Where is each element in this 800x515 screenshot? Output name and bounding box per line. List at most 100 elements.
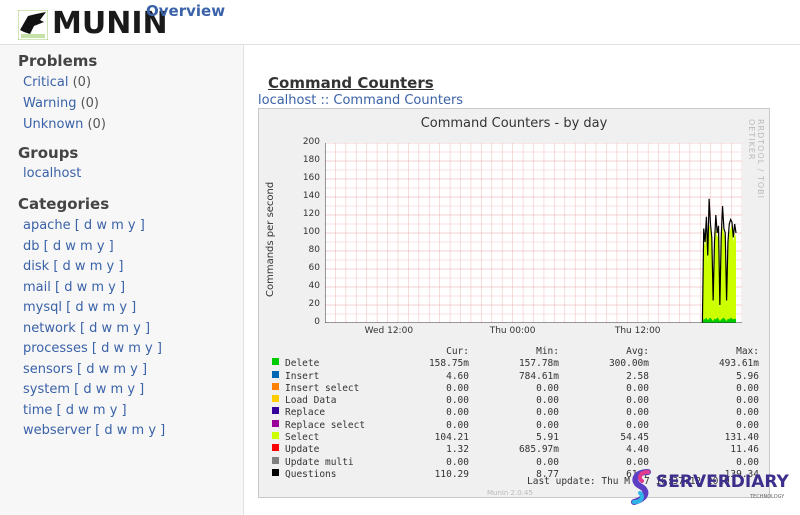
period-link-w[interactable]: w <box>76 279 92 295</box>
period-link-m[interactable]: m <box>80 238 97 254</box>
legend-value-min: 0.00 <box>536 407 559 419</box>
bracket-open: [ <box>53 259 63 274</box>
problem-critical[interactable]: Critical (0) <box>23 75 91 90</box>
period-link-d[interactable]: d <box>75 300 88 315</box>
period-link-y[interactable]: y <box>119 300 132 315</box>
legend-value-cur: 1.32 <box>446 444 469 456</box>
problem-label[interactable]: Unknown <box>23 117 88 132</box>
legend-value-cur: 0.00 <box>446 419 469 431</box>
period-link-d[interactable]: d <box>86 361 99 377</box>
period-link-m[interactable]: m <box>110 382 128 397</box>
graph-image[interactable]: Command Counters - by day RRDTOOL / TOBI… <box>258 108 770 498</box>
category-link[interactable]: time <box>23 402 57 418</box>
period-link-d[interactable]: d <box>64 279 77 295</box>
period-link-y[interactable]: y <box>106 259 119 274</box>
category-link[interactable]: network <box>23 320 80 336</box>
period-link-d[interactable]: d <box>62 259 75 274</box>
breadcrumb-separator: :: <box>316 93 334 108</box>
category-link[interactable]: mail <box>23 279 55 295</box>
bracket-open: [ <box>74 218 84 233</box>
legend-series-name: Update multi <box>285 456 354 468</box>
legend-series-name: Insert <box>285 370 320 382</box>
category-link[interactable]: apache <box>23 218 75 233</box>
bracket-open: [ <box>74 382 84 397</box>
category-link[interactable]: mysql <box>23 300 67 315</box>
bracket-close: ] <box>131 300 137 315</box>
period-link-m[interactable]: m <box>131 423 149 438</box>
period-link-y[interactable]: y <box>96 238 109 254</box>
x-tick-label: Thu 12:00 <box>614 326 661 336</box>
legend-col-max: Max: <box>736 346 759 357</box>
period-link-m[interactable]: m <box>113 361 131 377</box>
period-link-m[interactable]: m <box>102 300 120 315</box>
period-link-d[interactable]: d <box>65 402 79 418</box>
period-link-w[interactable]: w <box>101 320 117 336</box>
serverdiary-text: SERVERDIARY <box>656 472 789 492</box>
period-link-m[interactable]: m <box>111 218 128 233</box>
legend-series-name: Load Data <box>285 395 337 407</box>
legend-series-name: Delete <box>285 358 320 370</box>
period-link-d[interactable]: d <box>83 218 97 233</box>
period-link-y[interactable]: y <box>133 320 145 336</box>
period-link-m[interactable]: m <box>116 320 134 336</box>
period-link-w[interactable]: w <box>95 382 111 397</box>
legend-value-cur: 0.00 <box>446 407 469 419</box>
breadcrumb-page-link[interactable]: Command Counters <box>333 93 464 108</box>
period-link-y[interactable]: y <box>148 423 161 438</box>
problem-warning[interactable]: Warning (0) <box>23 96 99 111</box>
period-link-w[interactable]: w <box>78 402 93 418</box>
period-link-y[interactable]: y <box>127 382 140 397</box>
category-link[interactable]: processes <box>23 341 92 356</box>
category-link[interactable]: sensors <box>23 361 77 377</box>
period-link-y[interactable]: y <box>145 341 157 356</box>
period-link-d[interactable]: d <box>104 423 117 438</box>
period-link-w[interactable]: w <box>116 423 132 438</box>
period-link-m[interactable]: m <box>89 259 107 274</box>
overview-link[interactable]: Overview <box>146 2 226 20</box>
period-link-y[interactable]: y <box>109 402 122 418</box>
period-link-m[interactable]: m <box>91 279 109 295</box>
page-title: Command Counters <box>268 74 434 92</box>
period-link-w[interactable]: w <box>96 218 112 233</box>
problem-label[interactable]: Warning <box>23 96 81 111</box>
legend-value-avg: 0.00 <box>626 407 649 419</box>
period-link-w[interactable]: w <box>87 300 103 315</box>
legend-series-name: Replace select <box>285 419 366 431</box>
y-tick-label: 160 <box>302 173 320 183</box>
period-link-w[interactable]: w <box>113 341 129 356</box>
legend-row: Update multi 0.00 0.00 0.00 0.00 <box>269 456 769 469</box>
category-link[interactable]: disk <box>23 259 54 274</box>
series-area-delete <box>702 317 736 323</box>
legend-row: Select 104.21 5.91 54.45 131.40 <box>269 432 769 444</box>
period-link-d[interactable]: d <box>89 320 102 336</box>
category-link[interactable]: db <box>23 238 44 254</box>
category-apache: apache [ d w m y ] <box>23 218 145 233</box>
period-link-m[interactable]: m <box>92 402 110 418</box>
legend-value-avg: 2.58 <box>626 370 649 382</box>
bracket-open: [ <box>55 279 65 295</box>
period-link-y[interactable]: y <box>127 218 140 233</box>
period-link-y[interactable]: y <box>130 361 142 377</box>
problem-unknown[interactable]: Unknown (0) <box>23 117 106 132</box>
period-link-w[interactable]: w <box>65 238 81 254</box>
category-link[interactable]: webserver <box>23 423 96 438</box>
period-link-m[interactable]: m <box>128 341 146 356</box>
period-link-w[interactable]: w <box>98 361 114 377</box>
period-link-w[interactable]: w <box>74 259 90 274</box>
problem-label[interactable]: Critical <box>23 75 73 90</box>
legend-value-cur: 158.75m <box>428 358 469 370</box>
problems-heading: Problems <box>18 52 98 70</box>
legend-row: Replace select 0.00 0.00 0.00 0.00 <box>269 419 769 432</box>
period-link-d[interactable]: d <box>52 238 66 254</box>
group-link-localhost[interactable]: localhost <box>23 166 82 181</box>
y-tick-label: 200 <box>302 137 320 147</box>
breadcrumb-host-link[interactable]: localhost <box>258 93 317 108</box>
period-link-d[interactable]: d <box>101 341 114 356</box>
legend-value-cur: 4.60 <box>446 370 469 382</box>
period-link-d[interactable]: d <box>83 382 96 397</box>
munin-logo[interactable]: MUNIN <box>14 4 168 42</box>
legend-value-min: 0.00 <box>536 456 559 468</box>
period-link-y[interactable]: y <box>108 279 120 295</box>
graph-legend: Cur: Min: Avg: Max: Delete 158.75m 157.78m 300.… <box>269 346 769 481</box>
category-link[interactable]: system <box>23 382 75 397</box>
